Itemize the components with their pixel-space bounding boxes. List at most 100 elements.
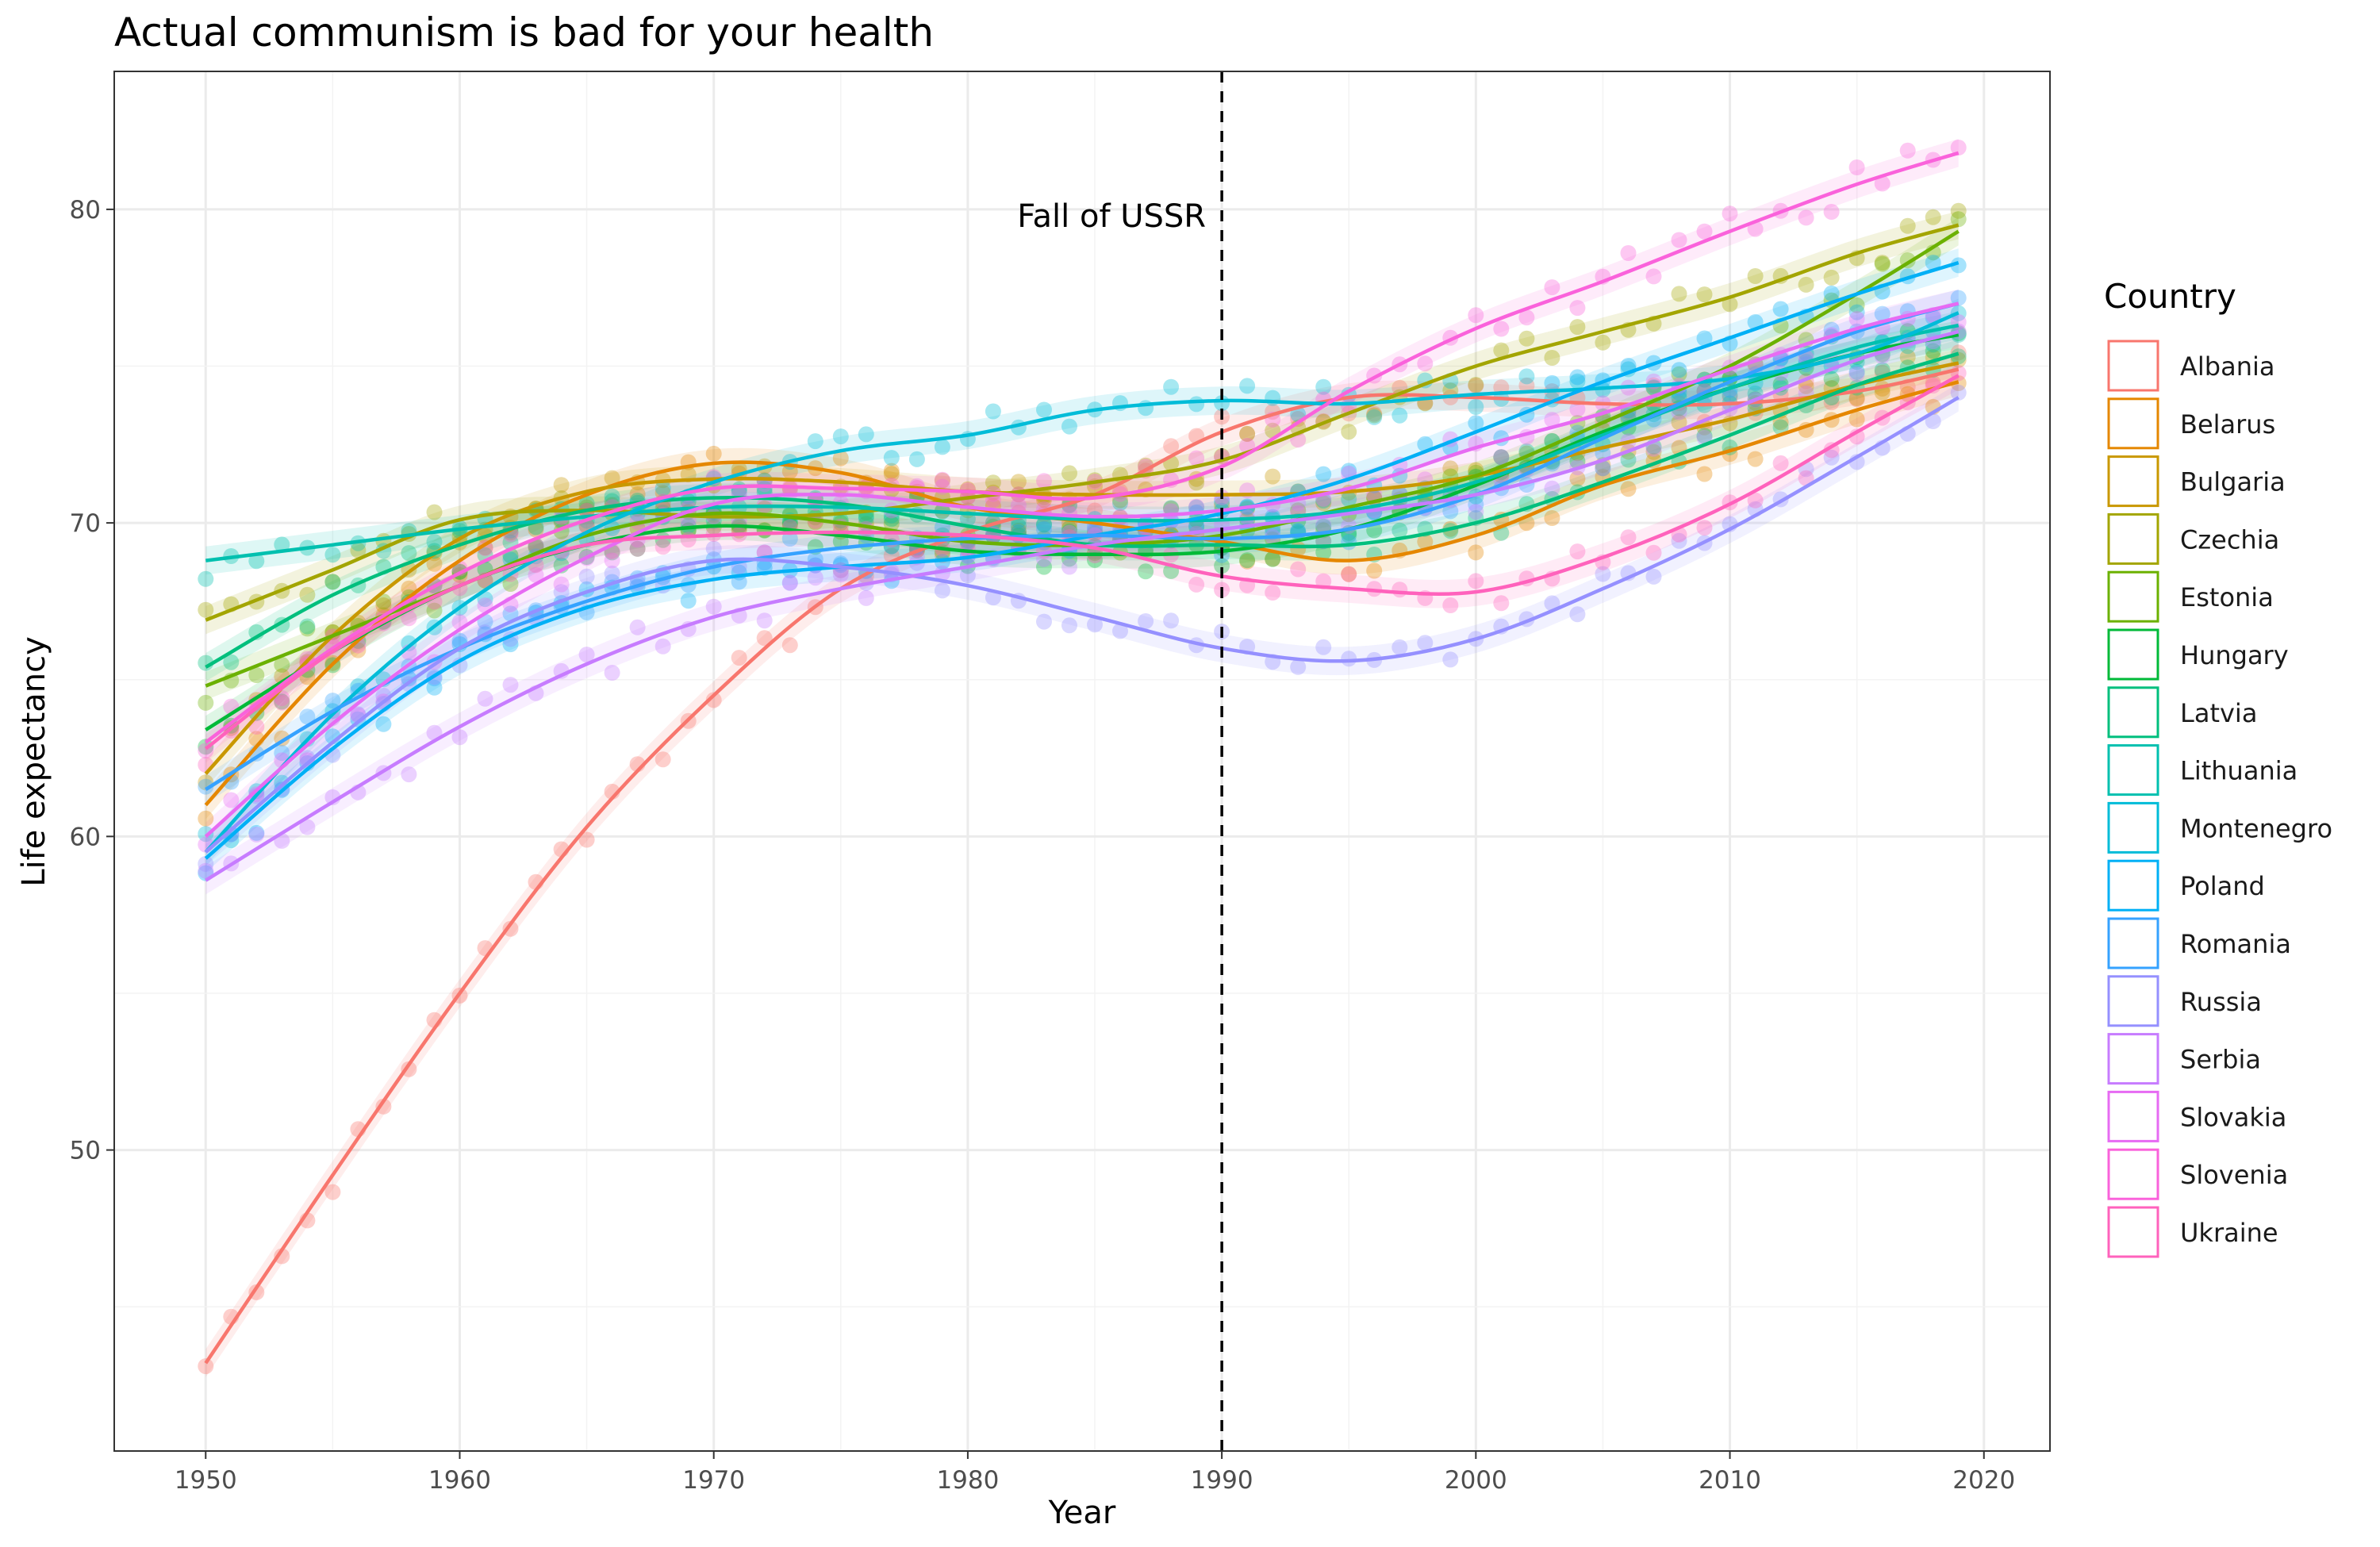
point-belarus [1366,562,1383,579]
point-russia [553,584,570,601]
point-latvia [1315,518,1332,535]
point-albania [1518,377,1535,393]
point-estonia [883,516,900,532]
point-lithuania [198,570,214,587]
point-slovenia [1620,245,1637,261]
legend-key-romania [2107,917,2159,969]
legend: Country Albania Belarus Bulgaria Czechia Est… [2104,277,2332,1258]
band-serbia [205,317,1959,895]
legend-label-albania: Albania [2180,351,2274,382]
point-latvia [1392,522,1408,539]
point-poland [1569,369,1586,386]
point-ukraine [1620,529,1637,546]
legend-item-romania: Romania [2107,917,2291,969]
point-albania [578,831,595,848]
point-poland [1468,415,1484,432]
point-estonia [502,576,519,592]
point-slovenia [1645,268,1662,285]
point-poland [1417,436,1434,452]
point-latvia [401,545,417,562]
point-montenegro [1366,409,1383,425]
point-slovakia [1569,401,1586,417]
point-serbia [198,862,214,879]
point-estonia [375,593,392,610]
point-slovakia [604,552,620,569]
line-slovenia [204,151,1960,744]
point-russia [1087,616,1103,633]
point-slovenia [1823,204,1840,220]
chart-title: Actual communism is bad for your health [114,10,934,56]
trend-lines [204,151,1960,1365]
point-romania [1468,497,1484,512]
point-hungary [274,693,290,710]
legend-item-bulgaria: Bulgaria [2107,455,2286,508]
point-romania [781,531,798,547]
point-montenegro [1468,399,1484,415]
point-slovenia [1950,140,1967,155]
point-russia [1595,566,1611,582]
band-belarus [205,367,1959,820]
point-czechia [1798,276,1814,293]
point-poland [375,716,392,732]
band-hungary [205,321,1959,744]
point-montenegro [1188,396,1205,413]
point-montenegro [350,678,367,694]
point-albania [1163,438,1180,455]
point-slovakia [1188,498,1205,515]
point-bulgaria [883,466,900,482]
point-lithuania [1341,491,1357,508]
point-slovakia [1010,497,1027,513]
point-montenegro [883,450,900,466]
point-slovakia [528,566,544,583]
point-slovakia [553,576,570,593]
point-serbia [1595,460,1611,477]
point-albania [781,637,798,654]
point-montenegro [1163,378,1180,395]
legend-item-slovenia: Slovenia [2107,1148,2288,1200]
point-latvia [324,574,341,590]
point-montenegro [1315,378,1332,395]
point-albania [502,920,519,937]
point-montenegro [401,635,417,651]
point-czechia [1341,424,1357,440]
point-latvia [1772,419,1789,436]
point-serbia [1848,366,1865,382]
point-slovenia [1468,307,1484,324]
point-ukraine [198,757,214,773]
point-hungary [1239,552,1256,569]
point-bulgaria [1671,414,1687,431]
point-estonia [1061,520,1077,536]
point-hungary [1315,544,1332,561]
point-russia [1925,413,1941,429]
point-russia [1671,532,1687,549]
point-albania [731,650,747,666]
point-slovenia [1417,355,1434,372]
x-tick-label: 1960 [428,1466,491,1495]
point-latvia [1696,428,1713,444]
point-lithuania [248,553,265,570]
legend-key-belarus [2107,397,2159,450]
point-hungary [1138,563,1154,580]
point-montenegro [1239,378,1256,394]
point-lithuania [274,536,290,553]
point-serbia [781,574,798,591]
point-czechia [1569,319,1586,336]
point-lithuania [1163,500,1180,516]
point-russia [1061,617,1077,634]
point-czechia [985,474,1001,491]
line-czechia [205,223,1960,622]
point-lithuania [1112,495,1128,511]
point-russia [1163,612,1180,629]
point-albania [1468,378,1484,394]
legend-item-serbia: Serbia [2107,1033,2261,1085]
point-russia [1392,639,1408,655]
point-romania [1036,521,1052,537]
point-belarus [883,463,900,479]
point-estonia [426,602,443,619]
legend-key-ukraine [2107,1206,2159,1258]
x-tick-label: 1990 [1191,1466,1253,1495]
point-romania [1442,503,1459,520]
point-czechia [1696,286,1713,303]
line-slovakia [204,301,1960,839]
point-czechia [1239,425,1256,442]
